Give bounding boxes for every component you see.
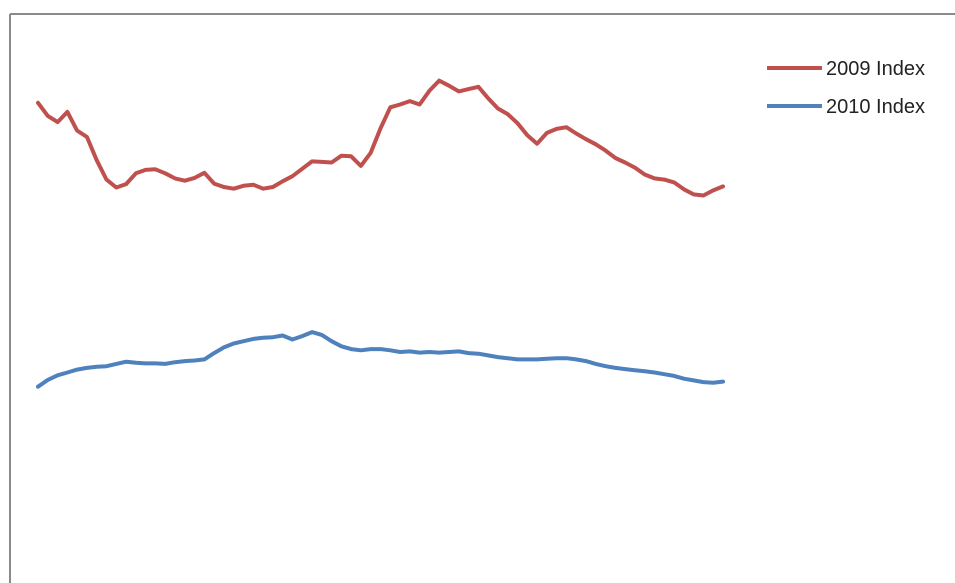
series-line-2009-index [36,78,725,198]
series-group [36,78,725,389]
legend-label-2010-index: 2010 Index [826,96,925,118]
series-line-2010-index [36,330,725,389]
legend-label-2009-index: 2009 Index [826,58,925,80]
legend: 2009 Index 2010 Index [767,58,925,118]
